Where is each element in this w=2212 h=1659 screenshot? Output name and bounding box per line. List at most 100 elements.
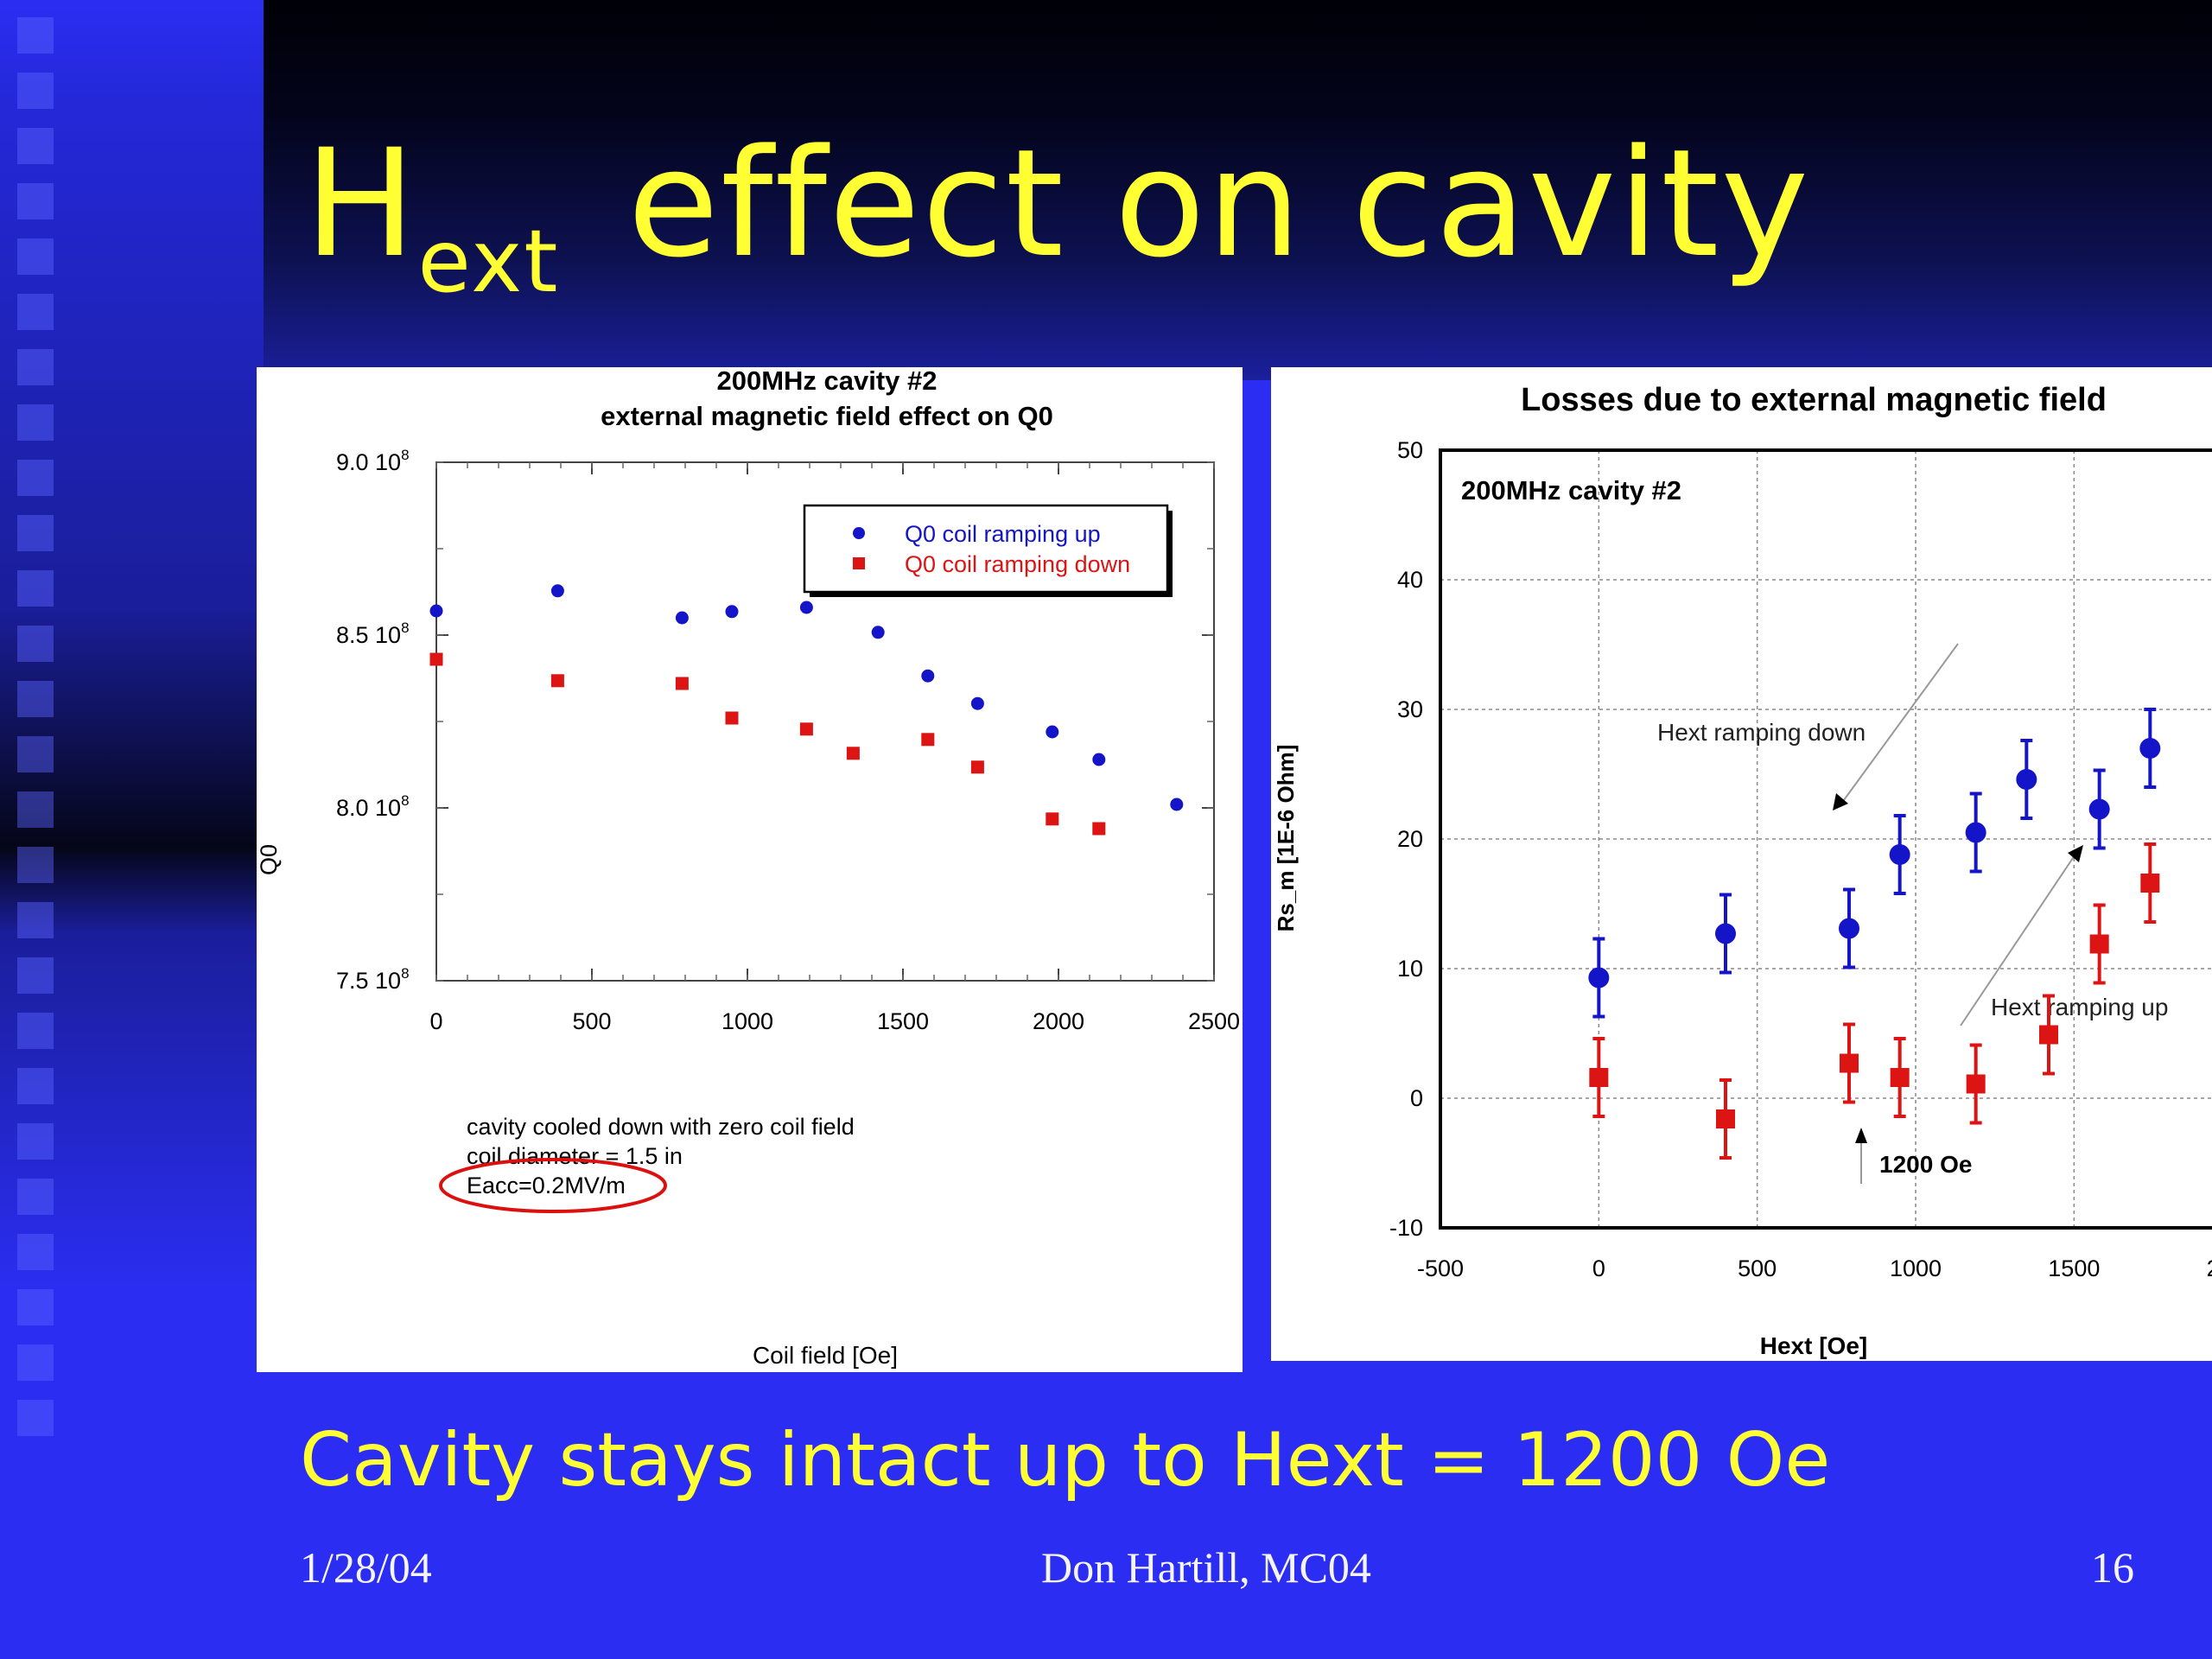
q0-y-tick-exponent: 8 bbox=[401, 792, 409, 809]
footer-author: Don Hartill, MC04 bbox=[1041, 1543, 1371, 1592]
ramp-down-arrowhead bbox=[1833, 793, 1848, 810]
decor-square bbox=[17, 736, 54, 772]
q0-chart-svg: 200MHz cavity #2 external magnetic field… bbox=[256, 365, 1240, 1369]
decor-square bbox=[17, 460, 54, 496]
ramp-down-label: Hext ramping down bbox=[1657, 719, 1866, 746]
q0-down-point bbox=[429, 652, 443, 666]
decor-square bbox=[17, 957, 54, 994]
footer-date: 1/28/04 bbox=[300, 1543, 432, 1592]
losses-chart-title: Losses due to external magnetic field bbox=[1521, 382, 2107, 418]
decor-square bbox=[17, 1013, 54, 1049]
q0-x-ticks: 0 500 1000 1500 2000 2500 bbox=[429, 1008, 1240, 1034]
decor-square bbox=[17, 515, 54, 551]
marker-1200-arrowhead bbox=[1855, 1128, 1867, 1143]
legend-box bbox=[803, 504, 1169, 594]
losses-x-tick-label: 1500 bbox=[2048, 1255, 2100, 1281]
q0-up-point bbox=[1092, 753, 1106, 766]
q0-x-tick-label: 2500 bbox=[1188, 1008, 1240, 1034]
q0-y-tick-label: 8.0 108 bbox=[336, 792, 410, 821]
q0-annotation-2: coil diameter = 1.5 in bbox=[467, 1143, 683, 1169]
left-decor-bar bbox=[0, 0, 264, 1659]
decor-square bbox=[17, 1289, 54, 1325]
losses-y-axis-label: Rs_m [1E-6 Ohm] bbox=[1273, 745, 1299, 932]
q0-down-point bbox=[970, 760, 984, 774]
q0-up-point bbox=[550, 584, 564, 598]
losses-circle-point bbox=[1715, 923, 1736, 944]
decor-square bbox=[17, 1068, 54, 1104]
losses-circle-point bbox=[2016, 769, 2037, 790]
losses-circle-point bbox=[1889, 844, 1910, 865]
losses-x-tick-label: 1000 bbox=[1890, 1255, 1942, 1281]
eacc-highlight-ellipse bbox=[439, 1158, 667, 1213]
losses-x-axis-label: Hext [Oe] bbox=[1760, 1332, 1867, 1359]
ramp-up-arrowhead bbox=[2068, 845, 2083, 862]
title-band bbox=[264, 0, 2212, 380]
decor-square bbox=[17, 1234, 54, 1270]
losses-x-tick-label: 0 bbox=[1592, 1255, 1605, 1281]
losses-x-tick-label: 2000 bbox=[2207, 1255, 2212, 1281]
q0-minor-ticks bbox=[435, 461, 1215, 982]
losses-square-point bbox=[1840, 1053, 1859, 1073]
q0-y-axis-label: Q0 bbox=[257, 844, 282, 875]
q0-chart-title: 200MHz cavity #2 bbox=[716, 367, 937, 396]
losses-chart-svg: Losses due to external magnetic field 20… bbox=[1273, 382, 2212, 1359]
q0-y-tick-label: 9.0 108 bbox=[336, 447, 410, 475]
slide-title: Hext effect on cavity bbox=[304, 130, 1810, 305]
q0-x-tick-label: 1000 bbox=[721, 1008, 773, 1034]
decor-square bbox=[17, 681, 54, 717]
marker-1200-label: 1200 Oe bbox=[1879, 1151, 1972, 1178]
q0-annotation-3: Eacc=0.2MV/m bbox=[467, 1173, 626, 1198]
q0-up-point bbox=[725, 605, 739, 619]
decor-square bbox=[17, 570, 54, 607]
q0-y-tick-exponent: 8 bbox=[401, 447, 409, 463]
q0-down-point bbox=[675, 677, 689, 690]
q0-down-point bbox=[846, 747, 860, 760]
losses-circle-point bbox=[1588, 967, 1610, 988]
decor-square bbox=[17, 1344, 54, 1381]
decor-square bbox=[17, 17, 54, 54]
losses-circle-point bbox=[1839, 918, 1859, 939]
q0-down-point bbox=[725, 711, 739, 725]
ramp-up-line bbox=[1960, 855, 2075, 1027]
q0-annotation-1: cavity cooled down with zero coil field bbox=[467, 1114, 855, 1140]
decor-square bbox=[17, 349, 54, 385]
legend-up-marker bbox=[853, 527, 865, 539]
q0-up-point bbox=[799, 601, 813, 614]
losses-circle-point bbox=[2088, 798, 2110, 820]
q0-down-point bbox=[799, 722, 813, 736]
title-subscript: ext bbox=[417, 211, 560, 312]
q0-y-ticks: 7.5 108 8.0 108 8.5 108 9.0 108 bbox=[336, 447, 410, 994]
losses-circle-point bbox=[2139, 738, 2161, 759]
losses-plot-frame bbox=[1439, 448, 2212, 1230]
losses-y-tick-label: 30 bbox=[1397, 696, 1423, 722]
losses-grid bbox=[1440, 449, 2212, 1229]
decor-square bbox=[17, 183, 54, 219]
footer-page-number: 16 bbox=[2091, 1543, 2134, 1592]
q0-down-point bbox=[921, 733, 935, 747]
q0-legend: Q0 coil ramping up Q0 coil ramping down bbox=[803, 504, 1173, 597]
decor-square bbox=[17, 73, 54, 109]
q0-up-point bbox=[675, 611, 689, 625]
legend-up-label: Q0 coil ramping up bbox=[905, 521, 1101, 547]
decor-square bbox=[17, 128, 54, 164]
q0-x-axis-label: Coil field [Oe] bbox=[753, 1342, 898, 1369]
ramp-up-label: Hext ramping up bbox=[1991, 994, 2168, 1020]
losses-chart: Losses due to external magnetic field 20… bbox=[1271, 367, 2212, 1361]
q0-down-point bbox=[550, 674, 564, 688]
q0-x-tick-label: 500 bbox=[572, 1008, 611, 1034]
losses-y-tick-label: 50 bbox=[1397, 437, 1423, 463]
q0-data-points bbox=[429, 584, 1184, 836]
q0-y-tick-label: 8.5 108 bbox=[336, 620, 410, 648]
losses-y-tick-label: 10 bbox=[1397, 956, 1423, 982]
q0-x-tick-label: 2000 bbox=[1033, 1008, 1084, 1034]
losses-y-tick-label: 20 bbox=[1397, 826, 1423, 852]
losses-inner-label: 200MHz cavity #2 bbox=[1461, 475, 1681, 505]
q0-chart-subtitle: external magnetic field effect on Q0 bbox=[601, 401, 1053, 431]
q0-x-tick-label: 1500 bbox=[877, 1008, 929, 1034]
title-rest: effect on cavity bbox=[578, 117, 1811, 290]
q0-y-tick-exponent: 8 bbox=[401, 620, 409, 636]
decor-square bbox=[17, 791, 54, 828]
q0-y-tick-exponent: 8 bbox=[401, 965, 409, 982]
losses-y-tick-label: -10 bbox=[1389, 1215, 1423, 1241]
decor-square bbox=[17, 404, 54, 441]
